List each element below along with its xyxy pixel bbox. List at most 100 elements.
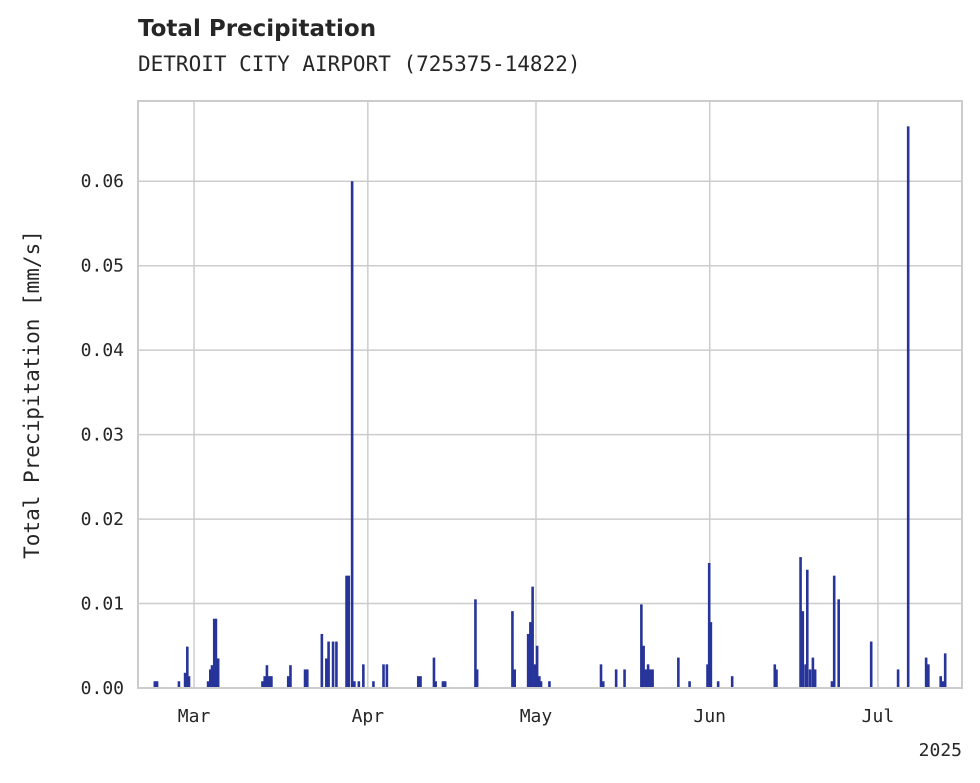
precipitation-bar bbox=[434, 681, 437, 688]
precipitation-bar bbox=[270, 676, 273, 688]
precipitation-bar bbox=[531, 586, 534, 688]
precipitation-bar bbox=[362, 664, 365, 688]
precipitation-bar bbox=[416, 676, 420, 688]
precipitation-bar bbox=[303, 669, 307, 688]
precipitation-bar bbox=[601, 681, 605, 688]
precipitation-bar bbox=[186, 646, 189, 688]
precipitation-bar bbox=[832, 575, 836, 688]
precipitation-bar bbox=[649, 669, 652, 688]
x-tick-label: Apr bbox=[352, 706, 385, 727]
precipitation-bar bbox=[475, 669, 479, 688]
precipitation-bar bbox=[155, 681, 159, 688]
y-tick-label: 0.05 bbox=[81, 256, 124, 277]
precipitation-bar bbox=[943, 653, 947, 688]
precipitation-bar bbox=[350, 181, 354, 688]
precipitation-bar bbox=[335, 641, 338, 688]
plot-frame bbox=[137, 100, 963, 689]
precipitation-bar bbox=[837, 599, 840, 688]
precipitation-bar bbox=[153, 681, 157, 688]
y-axis-label: Total Precipitation [mm/s] bbox=[20, 230, 44, 559]
precipitation-bar bbox=[646, 664, 650, 688]
y-axis-ticks: 0.00 0.01 0.02 0.03 0.04 0.05 0.06 bbox=[81, 171, 124, 699]
grid-lines bbox=[138, 101, 962, 688]
y-tick-label: 0.01 bbox=[81, 594, 124, 615]
precipitation-bar bbox=[716, 681, 720, 688]
precipitation-bar bbox=[906, 126, 910, 688]
precipitation-bar bbox=[924, 657, 928, 688]
chart-title: Total Precipitation bbox=[138, 16, 377, 42]
precipitation-bar bbox=[382, 664, 385, 688]
precipitation-bar bbox=[385, 664, 389, 688]
precipitation-bar bbox=[206, 681, 210, 688]
precipitation-bar bbox=[305, 669, 309, 688]
precipitation-bar bbox=[677, 657, 680, 688]
precipitation-bar bbox=[801, 611, 805, 688]
precipitation-bar bbox=[939, 676, 942, 688]
y-tick-label: 0.03 bbox=[81, 425, 124, 446]
precipitation-bar bbox=[808, 669, 812, 688]
precipitation-bar bbox=[353, 681, 356, 688]
precipitation-bar bbox=[538, 676, 541, 688]
x-tick-label: Jul bbox=[862, 706, 895, 727]
y-tick-label: 0.06 bbox=[81, 171, 124, 192]
precipitation-bar bbox=[539, 681, 543, 688]
precipitation-bar bbox=[896, 669, 900, 688]
precipitation-bar bbox=[614, 669, 618, 688]
precipitation-bar bbox=[320, 633, 324, 688]
y-tick-label: 0.04 bbox=[81, 340, 124, 361]
precipitation-bar bbox=[869, 641, 873, 688]
precipitation-bar bbox=[511, 611, 514, 688]
x-axis-year-label: 2025 bbox=[919, 740, 962, 761]
precipitation-bar bbox=[187, 676, 191, 688]
x-tick-label: Mar bbox=[178, 706, 211, 727]
x-tick-label: May bbox=[520, 706, 553, 727]
precipitation-bar bbox=[533, 664, 537, 688]
precipitation-bar bbox=[799, 557, 802, 688]
precipitation-bar bbox=[441, 681, 445, 688]
precipitation-bar bbox=[177, 681, 181, 688]
precipitation-bar bbox=[707, 562, 711, 688]
precipitation-bar bbox=[805, 569, 809, 688]
precipitation-bar bbox=[599, 664, 603, 688]
precipitation-bar bbox=[261, 681, 264, 688]
precipitation-bar bbox=[775, 669, 778, 688]
precipitation-bar bbox=[709, 622, 713, 688]
precipitation-bar bbox=[830, 681, 834, 688]
precipitation-bar bbox=[640, 604, 643, 688]
precipitation-bar bbox=[529, 622, 532, 688]
precipitation-bar bbox=[432, 657, 436, 688]
precipitation-bars bbox=[153, 126, 947, 688]
precipitation-bar bbox=[327, 641, 330, 688]
precipitation-bar bbox=[183, 672, 187, 688]
precipitation-bar bbox=[535, 645, 539, 688]
precipitation-bar bbox=[347, 575, 351, 688]
precipitation-bar bbox=[651, 669, 654, 688]
precipitation-bar bbox=[286, 676, 290, 688]
precipitation-bar bbox=[927, 664, 930, 688]
precipitation-bar bbox=[345, 575, 348, 688]
precipitation-bar bbox=[357, 681, 361, 688]
precipitation-bar bbox=[526, 633, 530, 688]
precipitation-bar bbox=[644, 669, 648, 688]
precipitation-bar bbox=[325, 658, 328, 688]
precipitation-bar bbox=[813, 669, 817, 688]
precipitation-bar bbox=[212, 618, 216, 688]
precipitation-bar bbox=[216, 658, 220, 688]
precipitation-bar bbox=[443, 681, 447, 688]
precipitation-bar bbox=[642, 645, 645, 688]
precipitation-bar bbox=[209, 669, 212, 688]
precipitation-bar bbox=[372, 681, 375, 688]
precipitation-bar bbox=[419, 676, 422, 688]
precipitation-bar bbox=[811, 657, 815, 688]
precipitation-bar bbox=[513, 669, 516, 688]
y-tick-label: 0.00 bbox=[81, 678, 124, 699]
precipitation-bar bbox=[474, 599, 477, 688]
chart-subtitle: DETROIT CITY AIRPORT (725375-14822) bbox=[138, 52, 581, 76]
x-tick-label: Jun bbox=[693, 706, 726, 727]
precipitation-bar bbox=[623, 669, 626, 688]
precipitation-bar bbox=[688, 681, 691, 688]
y-tick-label: 0.02 bbox=[81, 509, 124, 530]
precipitation-bar bbox=[289, 665, 292, 688]
precipitation-bar bbox=[773, 664, 777, 688]
